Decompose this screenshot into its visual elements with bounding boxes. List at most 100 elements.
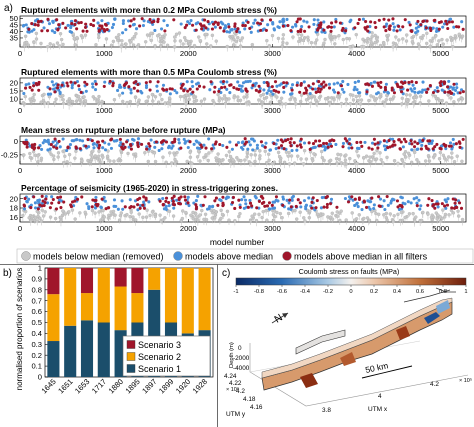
- bar-legend-box: [122, 335, 211, 377]
- point-removed: [100, 99, 104, 104]
- point-removed: [54, 97, 58, 101]
- point-removed: [242, 95, 246, 99]
- point-removed: [449, 96, 453, 100]
- point-removed: [259, 93, 263, 98]
- point-above-median: [413, 86, 417, 91]
- point-all-filters: [164, 140, 169, 144]
- point-all-filters: [419, 147, 423, 151]
- point-above-median: [110, 26, 114, 30]
- point-all-filters: [448, 90, 452, 94]
- point-removed: [220, 212, 225, 217]
- point-removed: [385, 93, 389, 98]
- point-above-median: [455, 82, 459, 86]
- point-all-filters: [138, 206, 142, 210]
- point-above-median: [114, 204, 118, 208]
- point-removed: [421, 210, 425, 215]
- fault-trace-north: [403, 289, 451, 303]
- point-above-median: [161, 83, 166, 87]
- point-removed: [53, 216, 58, 221]
- point-all-filters: [129, 204, 133, 209]
- point-above-median: [27, 82, 31, 86]
- point-all-filters: [379, 80, 383, 84]
- point-removed: [404, 93, 409, 97]
- point-removed: [286, 154, 291, 158]
- point-all-filters: [433, 206, 437, 210]
- point-removed: [410, 40, 415, 44]
- point-above-median: [355, 88, 359, 92]
- point-above-median: [155, 84, 159, 88]
- point-all-filters: [94, 202, 98, 206]
- point-all-filters: [170, 196, 174, 200]
- point-all-filters: [186, 89, 190, 93]
- point-removed: [198, 213, 202, 217]
- point-all-filters: [395, 199, 399, 203]
- point-above-median: [391, 197, 395, 201]
- point-all-filters: [285, 81, 289, 85]
- point-above-median: [444, 206, 448, 210]
- colorbar-tick-label: 1: [464, 289, 467, 295]
- point-removed: [211, 98, 215, 103]
- point-all-filters: [161, 203, 165, 207]
- y-tick-label: 50: [10, 14, 18, 23]
- point-removed: [381, 100, 385, 104]
- point-all-filters: [289, 144, 293, 148]
- point-above-median: [65, 148, 69, 153]
- y-tick-label: 35: [10, 34, 18, 43]
- point-all-filters: [125, 140, 129, 144]
- point-all-filters: [57, 201, 61, 205]
- bar-y-tick-label: 1: [38, 264, 42, 273]
- point-all-filters: [304, 86, 308, 90]
- point-all-filters: [458, 91, 462, 95]
- point-above-median: [165, 23, 169, 27]
- point-removed: [257, 157, 262, 161]
- point-removed: [153, 95, 158, 99]
- point-all-filters: [129, 143, 133, 147]
- point-all-filters: [38, 203, 42, 207]
- point-above-median: [392, 28, 396, 32]
- point-above-median: [366, 199, 370, 203]
- point-removed: [59, 37, 64, 42]
- point-all-filters: [353, 26, 357, 30]
- point-all-filters: [214, 196, 218, 200]
- point-removed: [173, 153, 177, 157]
- point-above-median: [252, 139, 256, 143]
- point-all-filters: [402, 137, 406, 141]
- point-removed: [400, 158, 405, 163]
- point-removed: [368, 155, 372, 159]
- fault-patch-1: [300, 373, 318, 388]
- point-removed: [446, 155, 451, 159]
- point-all-filters: [377, 195, 381, 199]
- point-removed: [160, 218, 165, 222]
- point-all-filters: [334, 20, 338, 24]
- point-all-filters: [454, 198, 458, 202]
- point-above-median: [389, 201, 393, 205]
- colorbar-ticks: -1 -0.8 -0.6 -0.4 -0.2 0 0.2 0.4 0.6 0.8 1: [233, 285, 468, 295]
- point-all-filters: [85, 82, 89, 86]
- point-above-median: [47, 22, 52, 26]
- point-above-median: [40, 147, 44, 151]
- point-above-median: [149, 138, 153, 142]
- x-tick-label: 0: [18, 166, 22, 175]
- bar-segment-scenario-1: [47, 341, 60, 377]
- point-removed: [399, 210, 404, 215]
- point-all-filters: [393, 143, 397, 147]
- point-above-median: [409, 201, 413, 205]
- panel-b-letter: b): [3, 268, 12, 279]
- point-above-median: [341, 141, 346, 145]
- point-above-median: [244, 198, 248, 202]
- point-removed: [270, 161, 275, 166]
- point-all-filters: [84, 144, 88, 148]
- point-above-median: [194, 139, 198, 143]
- point-removed: [320, 155, 325, 160]
- point-removed: [196, 218, 200, 222]
- point-above-median: [449, 85, 453, 89]
- point-all-filters: [132, 86, 136, 90]
- point-above-median: [420, 90, 424, 94]
- point-above-median: [343, 196, 347, 201]
- point-all-filters: [154, 140, 158, 144]
- point-removed: [361, 37, 365, 42]
- colorbar-tick-label: 0.6: [416, 289, 424, 295]
- utm-y-exponent: × 10⁶: [226, 386, 239, 393]
- point-all-filters: [425, 90, 429, 94]
- x-tick-label: 5000: [432, 49, 449, 58]
